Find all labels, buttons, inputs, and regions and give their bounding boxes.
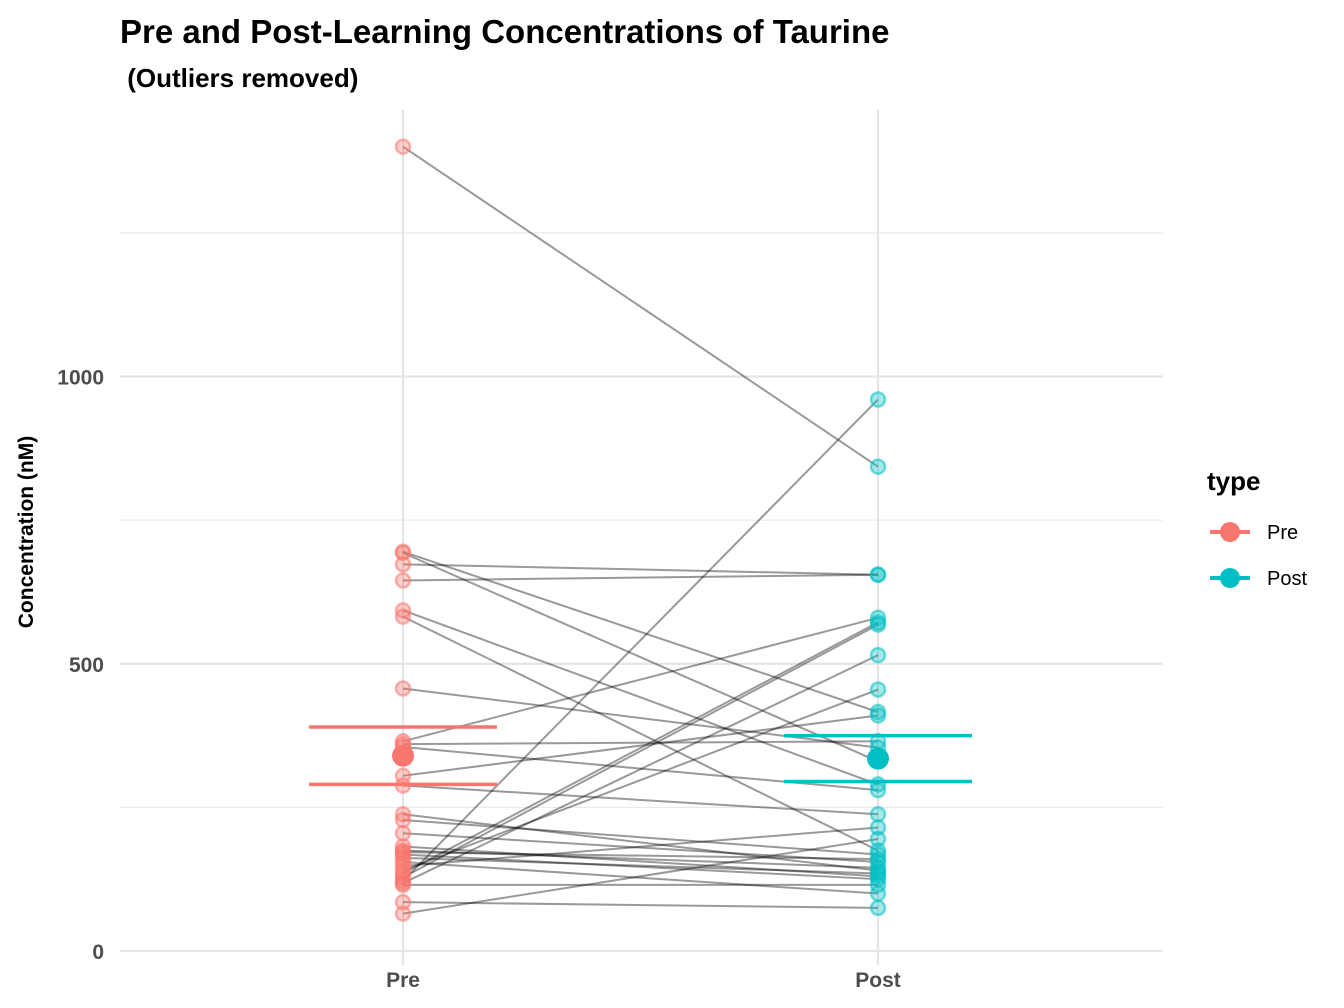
pre-point [394,905,412,922]
post-point [869,707,887,724]
y-axis-ticks: 0 500 1000 [57,367,104,965]
pair-line [402,784,879,816]
pair-line [402,819,879,856]
legend-label: Post [1267,568,1307,590]
x-axis-ticks: Pre Post [386,969,901,992]
post-mean-point [867,747,889,770]
pair-line [402,654,879,885]
pair-line [402,853,879,881]
legend-entry: Post [1210,568,1307,590]
legend-key-point [1220,522,1240,542]
chart-subtitle: (Outliers removed) [120,63,358,93]
post-point [869,646,887,664]
legend-label: Pre [1267,522,1298,544]
pre-mean-point [392,744,414,767]
pair-line [402,623,879,879]
pair-line [402,851,879,861]
y-axis-title: Concentration (nM) [15,436,38,628]
data-points [394,138,887,922]
chart-title: Pre and Post-Learning Concentrations of … [120,13,889,50]
post-point [869,681,887,698]
x-tick-label: Pre [386,969,420,992]
pair-lines [402,145,879,915]
post-point [869,899,887,917]
pair-line [402,837,879,915]
pair-line [402,398,879,882]
pre-point [394,893,412,911]
legend-entry: Pre [1210,522,1298,544]
pair-line [402,615,879,852]
pair-line [402,687,879,749]
pre-point [394,138,412,155]
pair-line [402,901,879,909]
pre-point [394,572,412,589]
post-point [869,566,887,583]
pair-line [402,609,879,786]
pair-line [402,740,879,746]
pair-line [402,145,879,468]
pair-line [402,845,879,878]
pre-point [394,806,412,823]
pre-point [394,876,412,894]
post-point [869,391,887,408]
pair-line [402,832,879,863]
post-point [869,458,887,475]
pair-line [402,813,879,872]
pre-point [394,556,412,573]
pre-point [394,811,412,829]
pair-line [402,573,879,582]
post-point [869,806,887,823]
pair-line [402,856,879,875]
pair-line [402,826,879,867]
y-tick-label: 500 [69,654,104,677]
pair-line [402,550,879,713]
post-point [869,819,887,836]
legend: type Pre Post [1207,466,1307,590]
pre-point [394,824,412,842]
pair-line [402,714,879,777]
post-point [869,830,887,848]
pre-point [394,680,412,697]
pair-line [402,563,879,576]
pair-line [402,616,879,743]
x-tick-label: Post [855,969,901,992]
summary-marks [309,725,972,787]
post-point [869,616,887,633]
post-point [869,850,887,868]
pre-point [394,608,412,625]
pair-line [402,688,879,872]
post-point [869,781,887,799]
pre-point [394,544,412,562]
y-tick-label: 1000 [57,367,104,390]
post-point [869,865,887,882]
legend-key-point [1220,568,1240,588]
legend-title: type [1207,466,1260,496]
pair-line [402,849,879,869]
pair-line [402,860,879,895]
post-point [869,876,887,894]
grid-lines [120,110,1163,965]
y-tick-label: 0 [92,941,104,964]
pair-line [402,551,879,763]
plot-area [120,110,1163,965]
pair-line [402,621,879,875]
